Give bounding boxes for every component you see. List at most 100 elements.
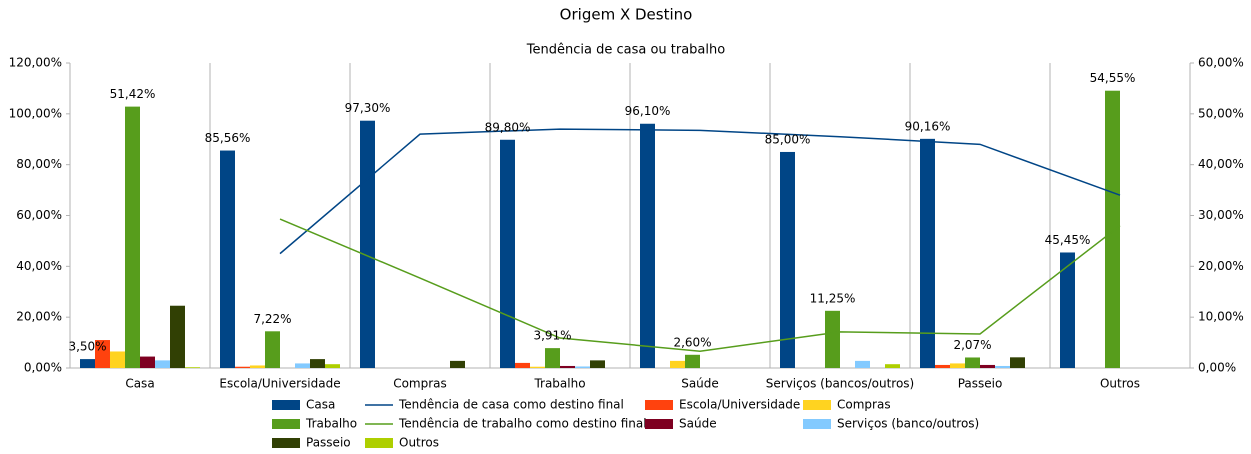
y2-tick-label: 20,00% [1198,259,1244,273]
bar [560,365,575,368]
legend-label: Escola/Universidade [679,398,800,412]
bar [825,310,840,368]
bar [685,354,700,368]
x-tick-label: Outros [1100,377,1140,391]
bar [295,363,310,368]
bar [590,360,605,368]
x-tick-label: Passeio [958,377,1003,391]
bar [530,366,545,368]
bar [950,363,965,368]
data-label: 85,56% [205,131,251,145]
y2-tick-label: 40,00% [1198,157,1244,171]
bar [995,365,1010,368]
y2-tick-label: 0,00% [1198,361,1236,375]
bar [965,357,980,368]
bar [780,151,795,368]
bar [360,120,375,368]
bar [640,123,655,368]
bar [1060,252,1075,368]
legend-swatch [272,400,300,410]
bar [170,305,185,368]
y-tick-label: 120,00% [9,56,62,70]
data-label: 2,07% [953,338,991,352]
bar [110,351,125,368]
bar [95,340,110,368]
y-tick-label: 80,00% [16,157,62,171]
bar [140,356,155,368]
legend-label: Casa [306,398,335,412]
bar [515,362,530,368]
bar [980,364,995,368]
legend-swatch [272,419,300,429]
x-tick-label: Saúde [681,377,719,391]
legend-label: Passeio [306,436,351,450]
legend-label: Tendência de trabalho como destino final [398,417,647,431]
trend-line [279,128,1121,255]
legend-swatch [803,419,831,429]
x-tick-label: Serviços (bancos/outros) [766,377,914,391]
bar [885,364,900,368]
bar [185,367,200,368]
chart-title: Origem X Destino [560,6,693,24]
data-label: 90,16% [905,119,951,133]
data-label: 7,22% [253,312,291,326]
trend-line [279,218,1121,352]
y-tick-label: 40,00% [16,259,62,273]
chart-subtitle: Tendência de casa ou trabalho [526,43,725,58]
y-tick-label: 0,00% [24,361,62,375]
bar [125,106,140,369]
bar [265,331,280,368]
bar [920,138,935,368]
bar [575,366,590,368]
legend-swatch [365,438,393,448]
legend-label: Tendência de casa como destino final [398,398,624,412]
bar [500,139,515,368]
bar [220,150,235,368]
data-label: 97,30% [345,101,391,115]
legend-swatch [803,400,831,410]
bar [855,360,870,368]
bar [310,359,325,368]
x-tick-label: Trabalho [533,377,585,391]
x-tick-label: Casa [125,377,154,391]
legend-label: Serviços (banco/outros) [837,417,979,431]
legend-label: Outros [399,436,439,450]
legend-swatch [645,419,673,429]
bar [155,360,170,368]
x-tick-label: Escola/Universidade [219,377,340,391]
y2-tick-label: 30,00% [1198,208,1244,222]
y-tick-label: 100,00% [9,106,62,120]
bar [935,364,950,368]
bar [1010,357,1025,368]
data-label: 51,42% [110,87,156,101]
y2-tick-label: 50,00% [1198,106,1244,120]
y-tick-label: 60,00% [16,208,62,222]
data-label: 54,55% [1090,71,1136,85]
bar [325,364,340,368]
legend-label: Compras [837,398,891,412]
bar [1105,90,1120,369]
data-label: 3,91% [533,329,571,343]
bar [80,359,95,368]
bar [545,348,560,368]
legend-swatch [272,438,300,448]
data-label: 3,50% [68,340,106,354]
data-label: 89,80% [485,120,531,134]
bar [235,366,250,368]
data-label: 96,10% [625,104,671,118]
data-label: 45,45% [1045,233,1091,247]
legend-swatch [645,400,673,410]
y2-tick-label: 60,00% [1198,56,1244,70]
data-label: 2,60% [673,335,711,349]
y2-tick-label: 10,00% [1198,310,1244,324]
legend-label: Trabalho [305,417,357,431]
data-label: 11,25% [810,291,856,305]
data-label: 85,00% [765,132,811,146]
legend-label: Saúde [679,417,717,431]
y-tick-label: 20,00% [16,310,62,324]
x-tick-label: Compras [393,377,447,391]
bar [670,360,685,368]
bar [250,365,265,368]
bar [450,360,465,368]
